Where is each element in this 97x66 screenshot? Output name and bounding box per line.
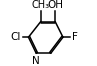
Text: N: N — [32, 56, 40, 66]
Text: F: F — [72, 32, 78, 42]
Text: OH: OH — [48, 0, 64, 10]
Text: Cl: Cl — [11, 32, 21, 42]
Text: CH₃: CH₃ — [31, 0, 49, 10]
